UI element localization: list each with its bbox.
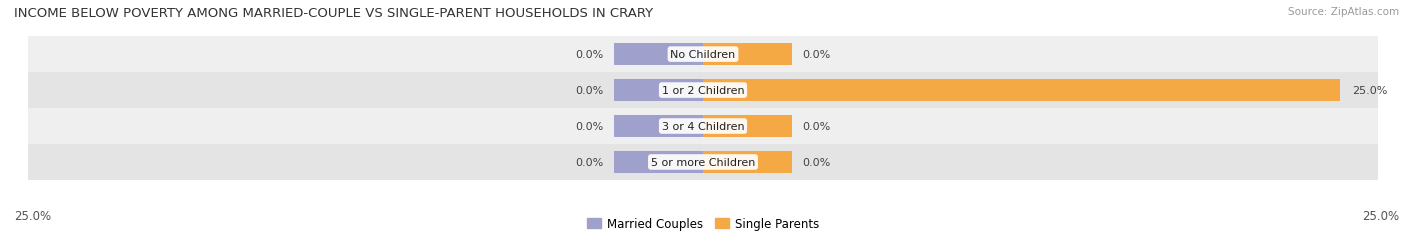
Bar — [28, 73, 1378, 109]
Text: 0.0%: 0.0% — [575, 157, 603, 167]
Text: 0.0%: 0.0% — [803, 122, 831, 131]
Bar — [614, 44, 703, 66]
Text: 3 or 4 Children: 3 or 4 Children — [662, 122, 744, 131]
Bar — [614, 115, 703, 138]
Bar — [614, 151, 703, 173]
Text: 0.0%: 0.0% — [803, 50, 831, 60]
Bar — [28, 37, 1378, 73]
Text: 25.0%: 25.0% — [1362, 209, 1399, 222]
Text: 25.0%: 25.0% — [14, 209, 51, 222]
Text: 0.0%: 0.0% — [803, 157, 831, 167]
Text: 1 or 2 Children: 1 or 2 Children — [662, 86, 744, 96]
Text: 5 or more Children: 5 or more Children — [651, 157, 755, 167]
Bar — [614, 79, 703, 102]
Bar — [703, 44, 792, 66]
Bar — [703, 151, 792, 173]
Text: INCOME BELOW POVERTY AMONG MARRIED-COUPLE VS SINGLE-PARENT HOUSEHOLDS IN CRARY: INCOME BELOW POVERTY AMONG MARRIED-COUPL… — [14, 7, 654, 20]
Bar — [28, 144, 1378, 180]
Bar — [703, 115, 792, 138]
Legend: Married Couples, Single Parents: Married Couples, Single Parents — [582, 212, 824, 231]
Text: 0.0%: 0.0% — [575, 122, 603, 131]
Text: No Children: No Children — [671, 50, 735, 60]
Text: 25.0%: 25.0% — [1353, 86, 1388, 96]
Text: 0.0%: 0.0% — [575, 86, 603, 96]
Bar — [28, 109, 1378, 144]
Text: Source: ZipAtlas.com: Source: ZipAtlas.com — [1288, 7, 1399, 17]
Bar — [703, 79, 1340, 102]
Text: 0.0%: 0.0% — [575, 50, 603, 60]
